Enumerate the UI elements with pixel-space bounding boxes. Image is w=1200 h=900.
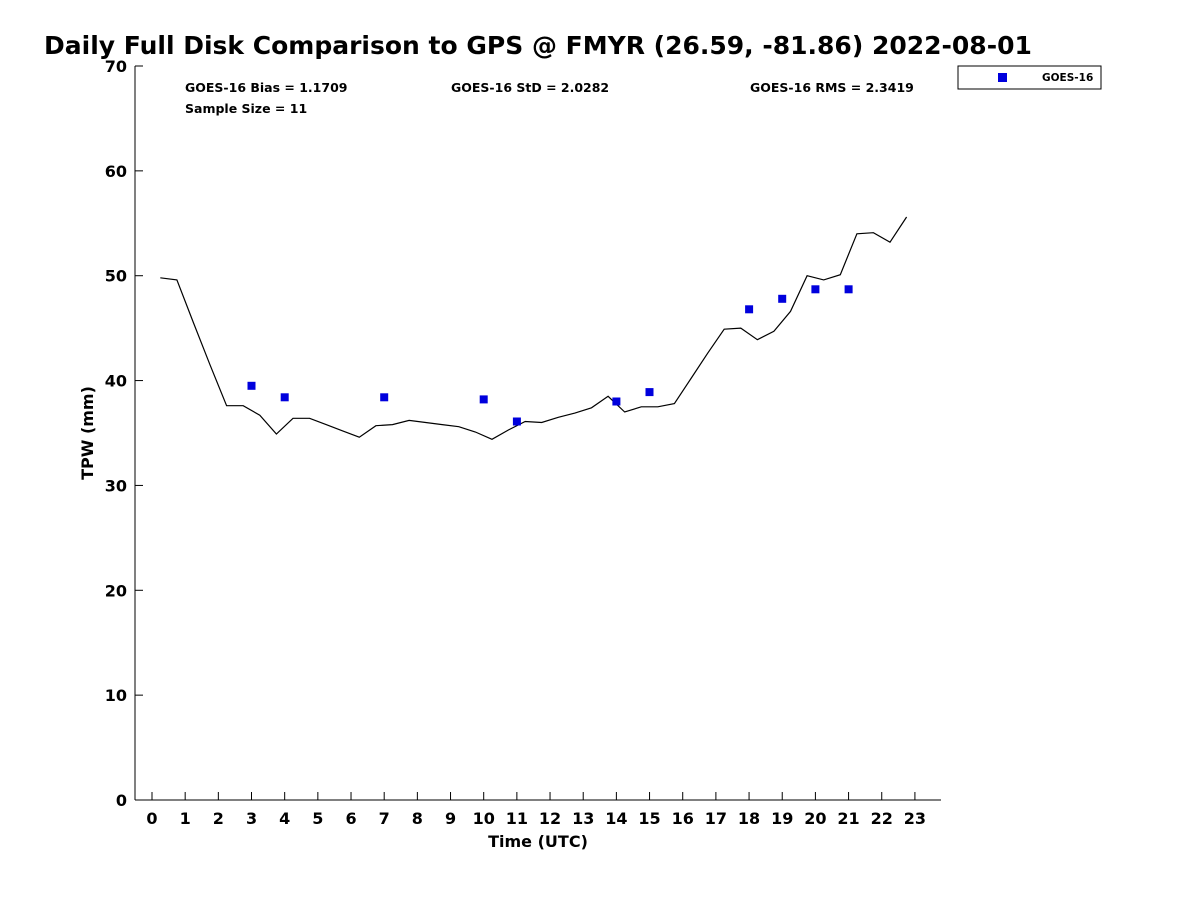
legend-goes16-marker — [998, 73, 1007, 82]
goes16-point — [778, 294, 787, 303]
x-tick-label: 8 — [412, 809, 423, 828]
x-tick-label: 22 — [871, 809, 893, 828]
x-tick-label: 7 — [379, 809, 390, 828]
x-tick-label: 18 — [738, 809, 760, 828]
gps-tpw-line — [160, 216, 908, 440]
x-tick-label: 20 — [804, 809, 826, 828]
goes16-point — [811, 285, 820, 294]
x-tick-label: 14 — [605, 809, 627, 828]
legend-box — [957, 65, 1102, 90]
sample-size-stat: Sample Size = 11 — [185, 101, 307, 116]
chart-title: Daily Full Disk Comparison to GPS @ FMYR… — [44, 31, 1032, 60]
y-tick-label: 10 — [105, 686, 127, 705]
x-axis-label: Time (UTC) — [488, 832, 588, 851]
y-tick-label: 20 — [105, 581, 127, 600]
x-tick-label: 1 — [180, 809, 191, 828]
goes16-point — [612, 397, 621, 406]
goes16-point — [479, 395, 488, 404]
x-tick-label: 0 — [146, 809, 157, 828]
goes16-point — [247, 381, 256, 390]
y-ticks: 0 10 20 30 40 50 60 70 — [105, 57, 143, 810]
y-tick-label: 0 — [116, 791, 127, 810]
x-tick-label: 12 — [539, 809, 561, 828]
goes16-point — [280, 393, 289, 402]
goes16-point — [512, 417, 521, 426]
x-tick-label: 15 — [638, 809, 660, 828]
x-tick-label: 3 — [246, 809, 257, 828]
x-tick-label: 2 — [213, 809, 224, 828]
goes16-point — [380, 393, 389, 402]
x-tick-label: 19 — [771, 809, 793, 828]
legend: GOES-16 — [957, 65, 1102, 90]
y-tick-label: 70 — [105, 57, 127, 76]
goes16-point — [844, 285, 853, 294]
x-tick-label: 13 — [572, 809, 594, 828]
x-tick-label: 4 — [279, 809, 290, 828]
y-tick-label: 60 — [105, 162, 127, 181]
y-tick-label: 50 — [105, 267, 127, 286]
y-tick-label: 40 — [105, 372, 127, 391]
x-tick-label: 16 — [672, 809, 694, 828]
x-tick-label: 10 — [473, 809, 495, 828]
goes16-point — [645, 388, 654, 397]
x-tick-label: 23 — [904, 809, 926, 828]
std-stat: GOES-16 StD = 2.0282 — [451, 80, 609, 95]
rms-stat: GOES-16 RMS = 2.3419 — [750, 80, 914, 95]
x-tick-label: 11 — [506, 809, 528, 828]
y-tick-label: 30 — [105, 476, 127, 495]
goes16-point — [745, 305, 754, 314]
y-axis-label: TPW (mm) — [78, 386, 97, 480]
x-tick-label: 17 — [705, 809, 727, 828]
x-tick-label: 5 — [312, 809, 323, 828]
x-tick-label: 6 — [345, 809, 356, 828]
x-ticks: 0 1 2 3 4 5 6 7 8 9 10 11 12 13 14 15 16 17 18 19 20 21 22 23 — [146, 792, 926, 828]
x-tick-label: 9 — [445, 809, 456, 828]
series-layer — [160, 216, 908, 440]
legend-goes16-label: GOES-16 — [1042, 72, 1093, 84]
bias-stat: GOES-16 Bias = 1.1709 — [185, 80, 347, 95]
x-tick-label: 21 — [837, 809, 859, 828]
